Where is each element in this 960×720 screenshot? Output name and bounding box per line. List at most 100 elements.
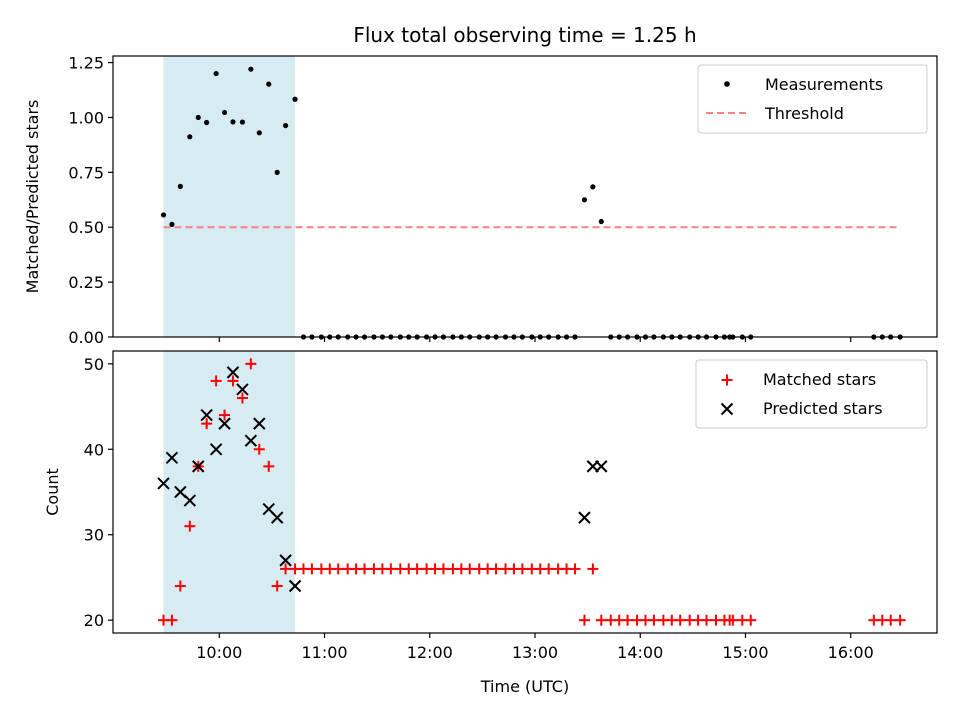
- y-tick-label: 40: [84, 440, 104, 459]
- matched-star-point: [516, 563, 528, 575]
- predicted-stars-points: [157, 366, 608, 593]
- measurement-point: [204, 119, 210, 126]
- x-axis-label: Time (UTC): [480, 677, 569, 696]
- matched-star-point: [648, 614, 660, 626]
- y-tick-label: 0.00: [68, 328, 104, 347]
- matched-star-point: [411, 563, 423, 575]
- predicted-star-point: [165, 451, 179, 465]
- measurement-point: [169, 221, 175, 227]
- x-tick-label: 14:00: [617, 643, 663, 662]
- y-tick-label: 1.00: [68, 108, 104, 127]
- matched-star-point: [437, 563, 449, 575]
- x-tick-label: 13:00: [512, 643, 558, 662]
- matched-star-point: [359, 563, 371, 575]
- matched-star-point: [587, 563, 599, 575]
- x-tick-label: 15:00: [722, 643, 768, 662]
- x-tick-label: 11:00: [301, 643, 347, 662]
- measurement-point: [581, 197, 588, 203]
- y-tick-label: 0.25: [68, 273, 104, 292]
- matched-star-point: [701, 614, 713, 626]
- legend-threshold-label: Threshold: [764, 104, 844, 123]
- matched-star-point: [271, 580, 283, 592]
- chart-title: Flux total observing time = 1.25 h: [353, 23, 696, 47]
- measurement-point: [282, 122, 289, 129]
- matched-stars-points: [158, 358, 906, 626]
- matched-star-point: [227, 375, 239, 387]
- ratio-x-ticks: [218, 337, 852, 342]
- y-tick-label: 0.75: [68, 163, 104, 182]
- predicted-star-point: [253, 417, 266, 430]
- measurement-point: [177, 183, 183, 190]
- legend-measurements-label: Measurements: [765, 75, 883, 94]
- matched-star-point: [280, 563, 292, 575]
- matched-star-point: [245, 358, 257, 370]
- y-tick-label: 1.25: [68, 54, 104, 73]
- predicted-star-point: [200, 408, 213, 422]
- matched-star-point: [745, 614, 757, 626]
- predicted-star-point: [288, 579, 302, 593]
- ratio-panel: 0.00 0.25 0.50 0.75 1.00 1.25 Matched/Predict…: [23, 54, 938, 347]
- matched-star-point: [727, 614, 739, 626]
- legend-cross-glyph: [720, 402, 734, 416]
- predicted-star-point: [218, 417, 231, 430]
- count-y-ticks: 20 30 40 50: [84, 355, 113, 630]
- matched-star-point: [490, 563, 502, 575]
- measurement-point: [256, 130, 262, 136]
- matched-star-point: [622, 614, 634, 626]
- matched-star-point: [578, 614, 590, 626]
- legend-measurements-marker: [724, 81, 730, 87]
- y-tick-label: 0.50: [68, 218, 104, 237]
- legend-predicted-stars-marker: [720, 402, 734, 416]
- y-tick-label: 20: [84, 611, 104, 630]
- measurement-point: [213, 70, 219, 77]
- ratio-axes-frame: [112, 55, 938, 338]
- matched-star-point: [894, 614, 906, 626]
- ratio-y-axis-label: Matched/Predicted stars: [23, 100, 42, 294]
- predicted-star-point: [595, 460, 608, 473]
- y-tick-label: 50: [84, 355, 104, 374]
- ratio-legend: Measurements Threshold: [697, 64, 928, 134]
- matched-star-point: [219, 409, 231, 421]
- predicted-star-point: [244, 434, 258, 447]
- ratio-y-ticks: 0.00 0.25 0.50 0.75 1.00 1.25: [68, 54, 113, 347]
- predicted-star-point: [578, 511, 591, 524]
- measurement-point: [239, 119, 246, 125]
- matched-star-point: [174, 580, 186, 592]
- measurement-point: [221, 109, 228, 116]
- matched-star-point: [236, 392, 248, 404]
- measurement-point: [598, 218, 604, 225]
- measurement-point: [274, 169, 280, 175]
- matched-star-point: [253, 443, 265, 455]
- matched-star-point: [385, 563, 397, 575]
- predicted-star-point: [209, 443, 223, 456]
- measurement-point: [248, 66, 254, 72]
- matched-star-point: [569, 563, 581, 575]
- matched-star-point: [166, 614, 178, 626]
- matched-star-point: [595, 614, 607, 626]
- legend-matched-stars-marker: [721, 374, 733, 386]
- predicted-star-point: [270, 511, 284, 524]
- count-axes-frame: [112, 350, 938, 634]
- measurement-point: [230, 119, 236, 125]
- count-legend-box: [695, 359, 928, 429]
- measurement-point: [160, 212, 167, 218]
- x-tick-label: 12:00: [407, 643, 453, 662]
- predicted-star-point: [192, 460, 205, 473]
- matched-star-point: [210, 375, 222, 387]
- matched-star-point: [306, 563, 318, 575]
- measurement-point: [195, 114, 201, 121]
- legend-plus-glyph: [721, 374, 733, 386]
- measurement-point: [266, 81, 272, 87]
- predicted-star-point: [183, 494, 197, 507]
- measurement-point: [187, 134, 193, 140]
- x-tick-label: 10:00: [196, 643, 242, 662]
- predicted-star-point: [279, 554, 292, 567]
- ratio-shaded-observing-window: [163, 56, 296, 337]
- matched-star-point: [674, 614, 686, 626]
- count-shaded-observing-window: [163, 351, 296, 633]
- matched-star-point: [464, 563, 476, 575]
- matched-star-point: [184, 520, 196, 532]
- predicted-star-point: [236, 383, 249, 396]
- measurement-point: [590, 184, 596, 190]
